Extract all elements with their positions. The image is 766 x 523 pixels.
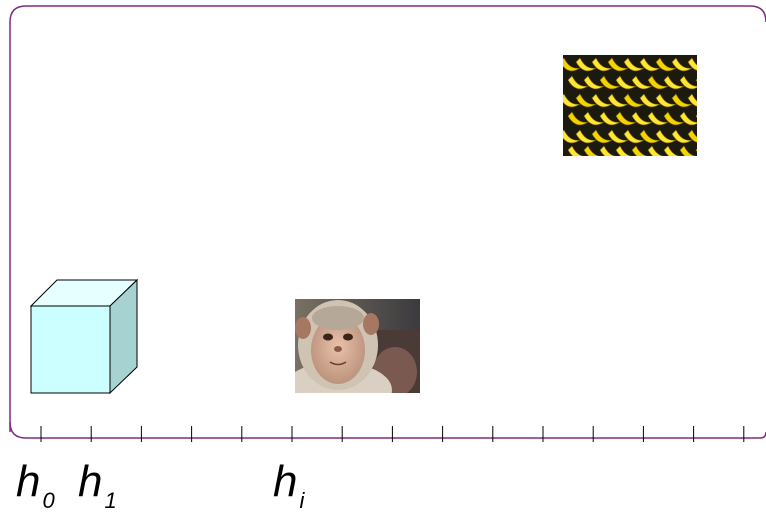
banana-shape	[663, 111, 685, 126]
banana-shape	[591, 129, 613, 144]
axis-line	[9, 421, 766, 439]
cube-front-face	[30, 305, 111, 394]
banana-shape	[615, 75, 637, 90]
banana-shape	[647, 111, 669, 126]
banana-shape	[687, 93, 697, 107]
banana-shape	[599, 75, 621, 90]
cube-shape	[29, 278, 139, 395]
banana-shape	[671, 93, 693, 108]
label-h0-sub: 0	[42, 488, 55, 513]
banana-shape	[623, 93, 645, 108]
axis-ticks	[40, 426, 745, 442]
banana-shape	[567, 111, 589, 126]
banana-shape	[671, 129, 693, 144]
banana-shape	[563, 57, 581, 72]
label-hi-base: h	[273, 457, 298, 506]
banana-shape	[655, 129, 677, 144]
banana-shape	[639, 93, 661, 108]
banana-shape	[687, 57, 697, 71]
banana-shape	[575, 129, 597, 144]
banana-shape	[575, 57, 597, 72]
banana-shape	[615, 111, 637, 126]
banana-shape	[679, 111, 697, 126]
banana-shape	[607, 57, 629, 72]
banana-shape	[655, 93, 677, 108]
banana-shape	[567, 75, 589, 90]
label-h1-base: h	[78, 457, 103, 506]
banana-shape	[695, 148, 697, 153]
banana-shape	[623, 129, 645, 144]
label-hi-sub: i	[299, 488, 305, 513]
label-h1: h1	[78, 457, 117, 512]
banana-shape	[639, 129, 661, 144]
banana-shape	[607, 93, 629, 108]
banana-shape	[563, 93, 581, 108]
label-h0-base: h	[16, 457, 41, 506]
banana-shape	[655, 57, 677, 72]
banana-shape	[695, 78, 697, 83]
label-h0: h0	[16, 457, 55, 512]
banana-shape	[583, 75, 605, 90]
banana-shape	[631, 145, 652, 156]
banana-shape	[599, 145, 620, 156]
banana-shape	[631, 75, 653, 90]
banana-shape	[567, 145, 588, 156]
banana-shape	[583, 111, 605, 126]
banana-shape	[695, 114, 697, 119]
label-h1-sub: 1	[104, 488, 117, 513]
banana-shape	[607, 129, 629, 144]
banana-shape	[615, 145, 636, 156]
bananas-photo	[563, 55, 697, 156]
banana-shape	[647, 75, 669, 90]
banana-shape	[575, 93, 597, 108]
banana-shape	[647, 145, 668, 156]
banana-shape	[583, 145, 604, 156]
banana-shape	[679, 145, 697, 156]
banana-shape	[563, 129, 581, 144]
banana-shape	[631, 111, 653, 126]
banana-shape	[679, 75, 697, 90]
frame-border	[9, 5, 766, 432]
banana-shape	[591, 57, 613, 72]
banana-shape	[671, 57, 693, 72]
banana-shape	[663, 145, 684, 156]
monkey-photo	[295, 299, 420, 393]
banana-shape	[639, 57, 661, 72]
banana-shape	[623, 57, 645, 72]
banana-shape	[591, 93, 613, 108]
banana-shape	[599, 111, 621, 126]
label-hi: hi	[273, 457, 304, 512]
banana-shape	[687, 129, 697, 143]
banana-shape	[663, 75, 685, 90]
